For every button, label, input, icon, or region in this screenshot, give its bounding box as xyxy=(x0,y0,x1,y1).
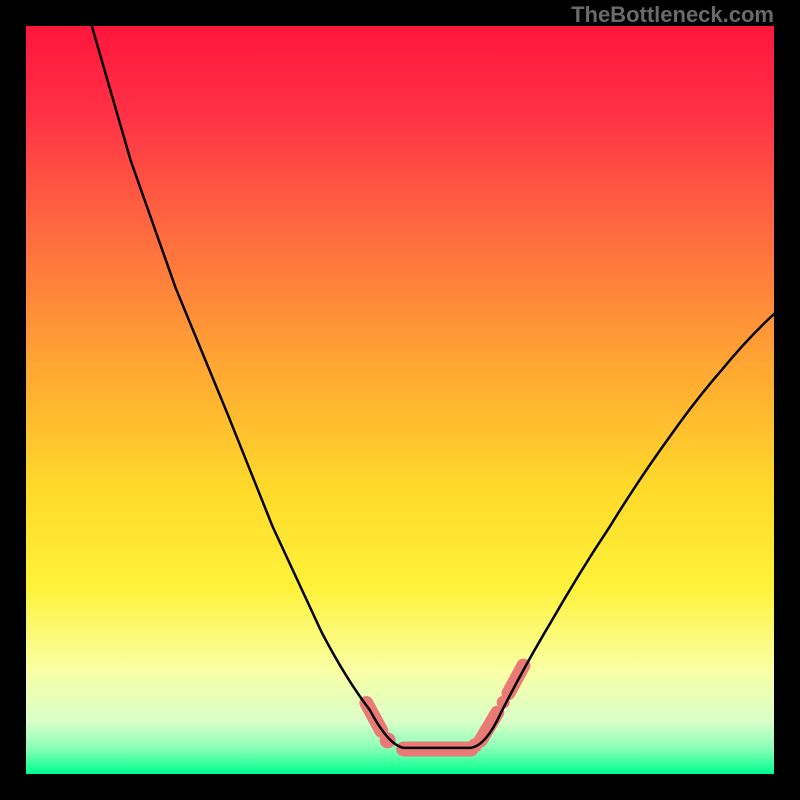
watermark-text: TheBottleneck.com xyxy=(571,2,774,27)
plot-background-gradient xyxy=(26,26,774,774)
trough-dot xyxy=(380,732,396,748)
bottleneck-curve-chart: TheBottleneck.com xyxy=(0,0,800,800)
chart-svg: TheBottleneck.com xyxy=(0,0,800,800)
